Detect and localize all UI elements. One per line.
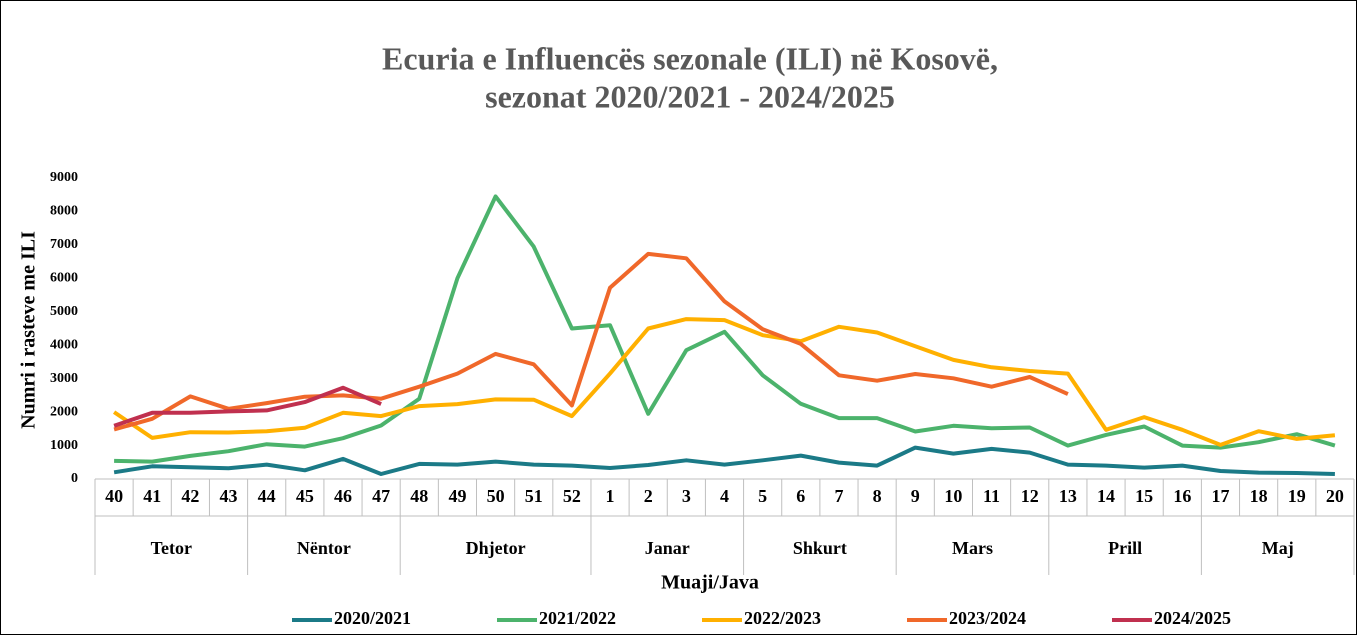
y-tick-label: 7000 bbox=[50, 237, 78, 252]
x-tick-label: 46 bbox=[334, 486, 352, 506]
legend-label: 2024/2025 bbox=[1154, 608, 1231, 628]
group-label: Maj bbox=[1262, 538, 1294, 558]
group-label: Janar bbox=[645, 538, 690, 558]
x-tick-label: 3 bbox=[682, 486, 691, 506]
legend-label: 2020/2021 bbox=[334, 608, 411, 628]
x-tick-label: 48 bbox=[410, 486, 428, 506]
x-tick-label: 43 bbox=[220, 486, 238, 506]
x-tick-label: 17 bbox=[1211, 486, 1229, 506]
x-tick-label: 6 bbox=[796, 486, 805, 506]
x-tick-label: 45 bbox=[296, 486, 314, 506]
chart-title: sezonat 2020/2021 - 2024/2025 bbox=[485, 78, 895, 114]
group-label: Shkurt bbox=[793, 538, 847, 558]
x-tick-label: 4 bbox=[720, 486, 729, 506]
series-line bbox=[114, 194, 1336, 464]
series-line bbox=[113, 385, 382, 428]
x-tick-label: 8 bbox=[873, 486, 882, 506]
group-label: Prill bbox=[1108, 538, 1142, 558]
x-tick-label: 11 bbox=[983, 486, 1000, 506]
y-tick-label: 5000 bbox=[50, 304, 78, 319]
x-tick-label: 40 bbox=[105, 486, 123, 506]
series-line bbox=[113, 445, 1335, 476]
x-tick-label: 42 bbox=[181, 486, 199, 506]
x-tick-label: 7 bbox=[834, 486, 843, 506]
x-tick-label: 50 bbox=[487, 486, 505, 506]
series-line bbox=[113, 251, 1069, 432]
x-tick-label: 12 bbox=[1021, 486, 1039, 506]
x-axis-label: Muaji/Java bbox=[661, 572, 759, 594]
y-tick-label: 0 bbox=[71, 471, 78, 486]
y-tick-label: 2000 bbox=[50, 404, 78, 419]
x-tick-label: 5 bbox=[758, 486, 767, 506]
legend-label: 2022/2023 bbox=[744, 608, 821, 628]
legend-label: 2021/2022 bbox=[539, 608, 616, 628]
y-tick-label: 6000 bbox=[50, 271, 78, 286]
x-tick-label: 52 bbox=[563, 486, 581, 506]
x-tick-label: 44 bbox=[258, 486, 276, 506]
x-tick-label: 51 bbox=[525, 486, 543, 506]
x-tick-label: 10 bbox=[944, 486, 962, 506]
y-tick-label: 8000 bbox=[50, 204, 78, 219]
y-tick-label: 9000 bbox=[50, 170, 78, 185]
x-tick-label: 16 bbox=[1173, 486, 1191, 506]
series-line bbox=[112, 317, 1336, 447]
x-tick-label: 19 bbox=[1288, 486, 1306, 506]
y-tick-label: 1000 bbox=[50, 438, 78, 453]
x-tick-label: 14 bbox=[1097, 486, 1115, 506]
x-tick-label: 15 bbox=[1135, 486, 1153, 506]
chart-title: Ecuria e Influencës sezonale (ILI) në Ko… bbox=[382, 40, 998, 76]
y-axis-label: Numri i rasteve me ILI bbox=[18, 231, 40, 429]
group-label: Mars bbox=[952, 538, 993, 558]
x-tick-label: 41 bbox=[143, 486, 161, 506]
x-tick-label: 9 bbox=[911, 486, 920, 506]
y-tick-label: 4000 bbox=[50, 337, 78, 352]
x-tick-label: 1 bbox=[606, 486, 615, 506]
x-tick-label: 13 bbox=[1059, 486, 1077, 506]
group-label: Tetor bbox=[151, 538, 192, 558]
x-tick-label: 18 bbox=[1250, 486, 1268, 506]
x-tick-label: 2 bbox=[644, 486, 653, 506]
group-label: Nëntor bbox=[297, 538, 351, 558]
legend-label: 2023/2024 bbox=[949, 608, 1026, 628]
x-tick-label: 47 bbox=[372, 486, 390, 506]
x-tick-label: 20 bbox=[1326, 486, 1344, 506]
y-tick-label: 3000 bbox=[50, 371, 78, 386]
x-tick-label: 49 bbox=[448, 486, 466, 506]
group-label: Dhjetor bbox=[466, 538, 526, 558]
